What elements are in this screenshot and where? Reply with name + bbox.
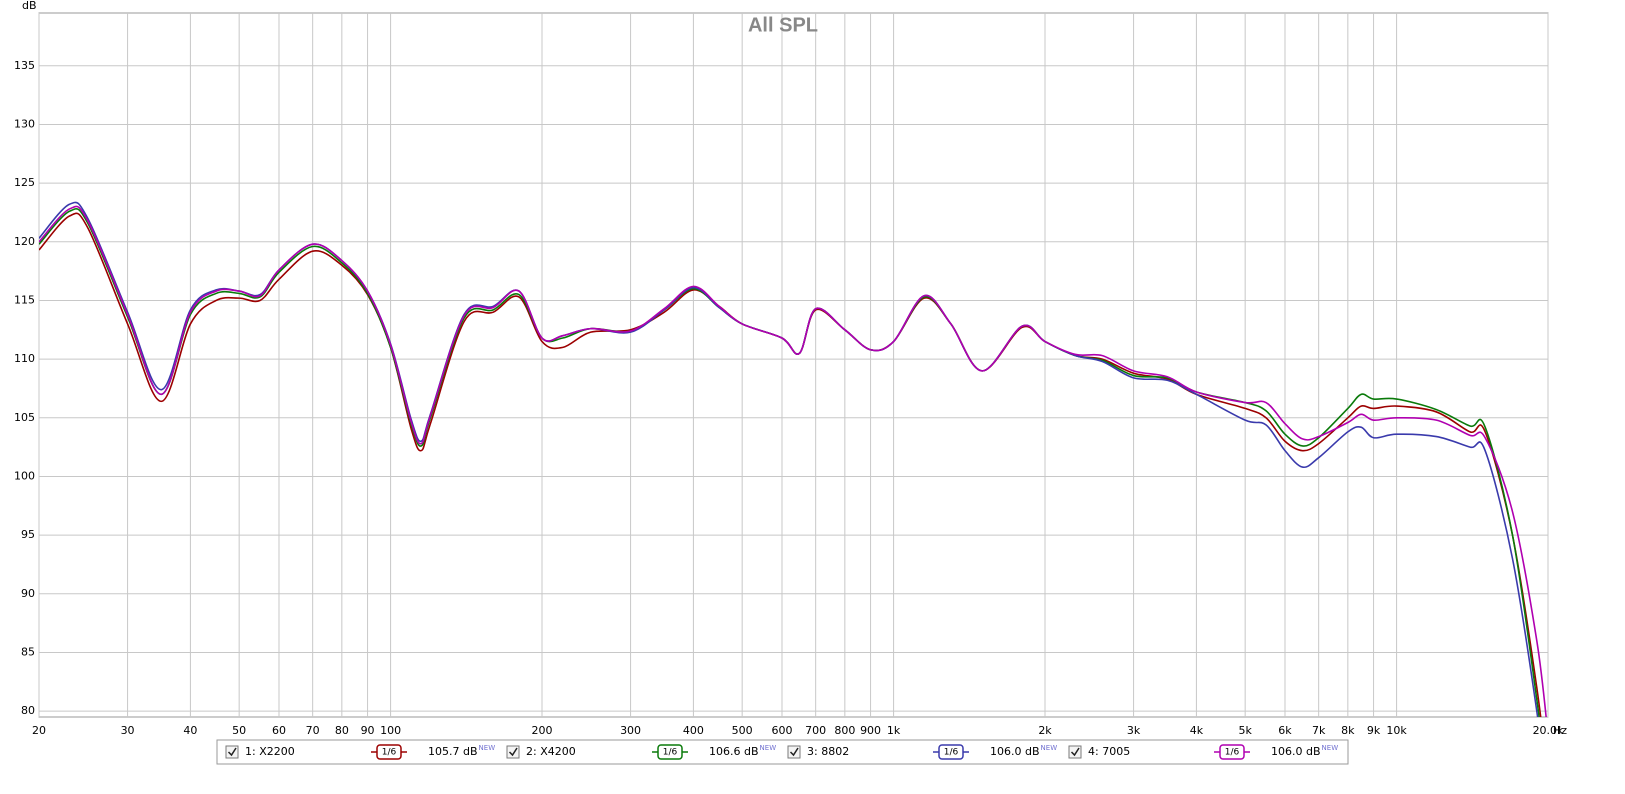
curves [39, 201, 1547, 717]
x-tick-label: 20.0k [1533, 724, 1564, 737]
y-tick-label: 105 [14, 411, 35, 424]
x-tick-label: 600 [771, 724, 792, 737]
x-tick-label: 20 [32, 724, 46, 737]
legend-checkbox[interactable] [506, 745, 520, 759]
y-tick-label: 115 [14, 293, 35, 306]
y-tick-label: 95 [21, 528, 35, 541]
x-tick-label: 10k [1386, 724, 1407, 737]
legend-label: 1: X2200 [245, 745, 295, 758]
x-tick-label: 7k [1312, 724, 1326, 737]
legend-swatch-box [938, 744, 964, 760]
legend-entry: 2: X4200 1/6 106.6 dB NEW [506, 744, 777, 760]
checkmark [227, 747, 237, 757]
x-unit: Hz [1553, 724, 1567, 737]
y-tick-label: 110 [14, 352, 35, 365]
checkmark [789, 747, 799, 757]
smoothing-label: 1/6 [944, 748, 959, 758]
y-tick-label: 135 [14, 59, 35, 72]
x-tick-label: 4k [1190, 724, 1204, 737]
legend-checkbox[interactable] [225, 745, 239, 759]
level-label: 106.0 dB [1271, 745, 1321, 758]
legend-badge: NEW [479, 744, 496, 752]
legend-checkbox[interactable] [1068, 745, 1082, 759]
y-tick-label: 100 [14, 469, 35, 482]
level-label: 106.0 dB [990, 745, 1040, 758]
x-tick-label: 8k [1341, 724, 1355, 737]
legend-swatch-box [1219, 744, 1245, 760]
legend-entry: 4: 7005 1/6 106.0 dB NEW [1068, 744, 1339, 760]
x-tick-label: 60 [272, 724, 286, 737]
x-tick-label: 100 [380, 724, 401, 737]
x-tick-label: 40 [183, 724, 197, 737]
x-tick-label: 400 [683, 724, 704, 737]
checkmark [1070, 747, 1080, 757]
smoothing-label: 1/6 [663, 748, 678, 758]
x-tick-label: 900 [860, 724, 881, 737]
y-tick-label: 80 [21, 704, 35, 717]
y-tick-label: 120 [14, 235, 35, 248]
y-tick-label: 130 [14, 117, 35, 130]
x-tick-label: 500 [732, 724, 753, 737]
x-tick-label: 200 [532, 724, 553, 737]
x-tick-label: 5k [1238, 724, 1252, 737]
x-tick-label: 80 [335, 724, 349, 737]
level-label: 106.6 dB [709, 745, 759, 758]
x-tick-label: 800 [834, 724, 855, 737]
y-tick-label: 125 [14, 176, 35, 189]
x-tick-label: 9k [1367, 724, 1381, 737]
plot-area [38, 12, 1549, 718]
x-tick-label: 2k [1038, 724, 1052, 737]
checkmark [508, 747, 518, 757]
legend-checkbox[interactable] [787, 745, 801, 759]
level-label: 105.7 dB [428, 745, 478, 758]
smoothing-label: 1/6 [1225, 748, 1240, 758]
y-tick-label: 85 [21, 645, 35, 658]
legend: 1: X2200 1/6 105.7 dB NEW 2: X4200 1/6 106.6 d… [225, 744, 1339, 760]
legend-swatch-box [657, 744, 683, 760]
y-tick-label: 90 [21, 587, 35, 600]
legend-badge: NEW [1322, 744, 1339, 752]
legend-entry: 3: 8802 1/6 106.0 dB NEW [787, 744, 1058, 760]
x-tick-label: 700 [805, 724, 826, 737]
smoothing-label: 1/6 [382, 748, 397, 758]
legend-badge: NEW [1041, 744, 1058, 752]
x-tick-label: 50 [232, 724, 246, 737]
legend-label: 2: X4200 [526, 745, 576, 758]
series-line [39, 205, 1547, 717]
x-tick-label: 6k [1278, 724, 1292, 737]
x-tick-label: 1k [887, 724, 901, 737]
x-tick-label: 300 [620, 724, 641, 737]
legend-badge: NEW [760, 744, 777, 752]
x-tick-label: 30 [121, 724, 135, 737]
y-unit: dB [22, 0, 37, 12]
legend-label: 4: 7005 [1088, 745, 1130, 758]
legend-entry: 1: X2200 1/6 105.7 dB NEW [225, 744, 496, 760]
x-tick-label: 3k [1127, 724, 1141, 737]
x-tick-label: 70 [306, 724, 320, 737]
chart-title: All SPL [748, 14, 818, 36]
grid [38, 13, 1549, 717]
x-tick-label: 90 [361, 724, 375, 737]
legend-swatch-box [376, 744, 402, 760]
legend-label: 3: 8802 [807, 745, 849, 758]
